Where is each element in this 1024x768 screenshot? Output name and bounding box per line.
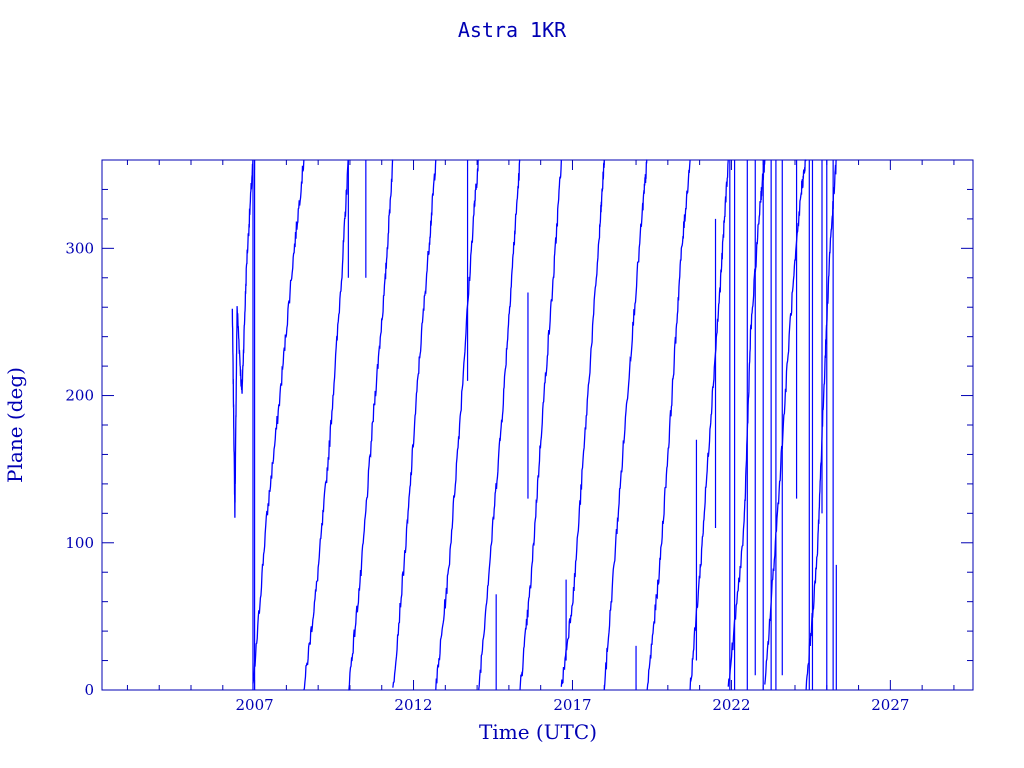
series-line-10 xyxy=(646,159,691,691)
tick-labels: 2007 2012 2017 2022 2027 0 100 200 300 xyxy=(65,239,909,714)
series-line-1 xyxy=(252,159,305,684)
series-line-3 xyxy=(348,159,394,691)
y-tick-label: 200 xyxy=(65,387,94,405)
chart-title: Astra 1KR xyxy=(458,18,567,42)
axis-ticks xyxy=(102,160,973,691)
series-line-13 xyxy=(764,159,807,685)
series-line-2 xyxy=(303,159,349,691)
series-line-6 xyxy=(478,159,521,691)
x-tick-label: 2027 xyxy=(871,696,909,714)
x-tick-label: 2012 xyxy=(394,696,432,714)
plot-frame xyxy=(101,159,974,691)
series-line-8 xyxy=(560,159,605,687)
x-tick-label: 2017 xyxy=(553,696,591,714)
series-line-5 xyxy=(435,159,479,691)
series-line-0 xyxy=(231,159,254,518)
series-line-12 xyxy=(727,159,766,687)
series-line-11 xyxy=(689,159,729,691)
y-tick-label: 100 xyxy=(65,534,94,552)
series-line-7 xyxy=(519,159,562,691)
x-tick-label: 2007 xyxy=(235,696,273,714)
y-axis-label: Plane (deg) xyxy=(3,367,27,483)
x-tick-label: 2022 xyxy=(712,696,750,714)
series-line-9 xyxy=(603,159,648,691)
y-tick-label: 0 xyxy=(84,681,94,699)
data-series xyxy=(231,159,837,691)
x-axis-label: Time (UTC) xyxy=(479,720,597,744)
y-tick-label: 300 xyxy=(65,239,94,257)
series-line-4 xyxy=(392,159,437,688)
series-line-14 xyxy=(805,159,837,691)
